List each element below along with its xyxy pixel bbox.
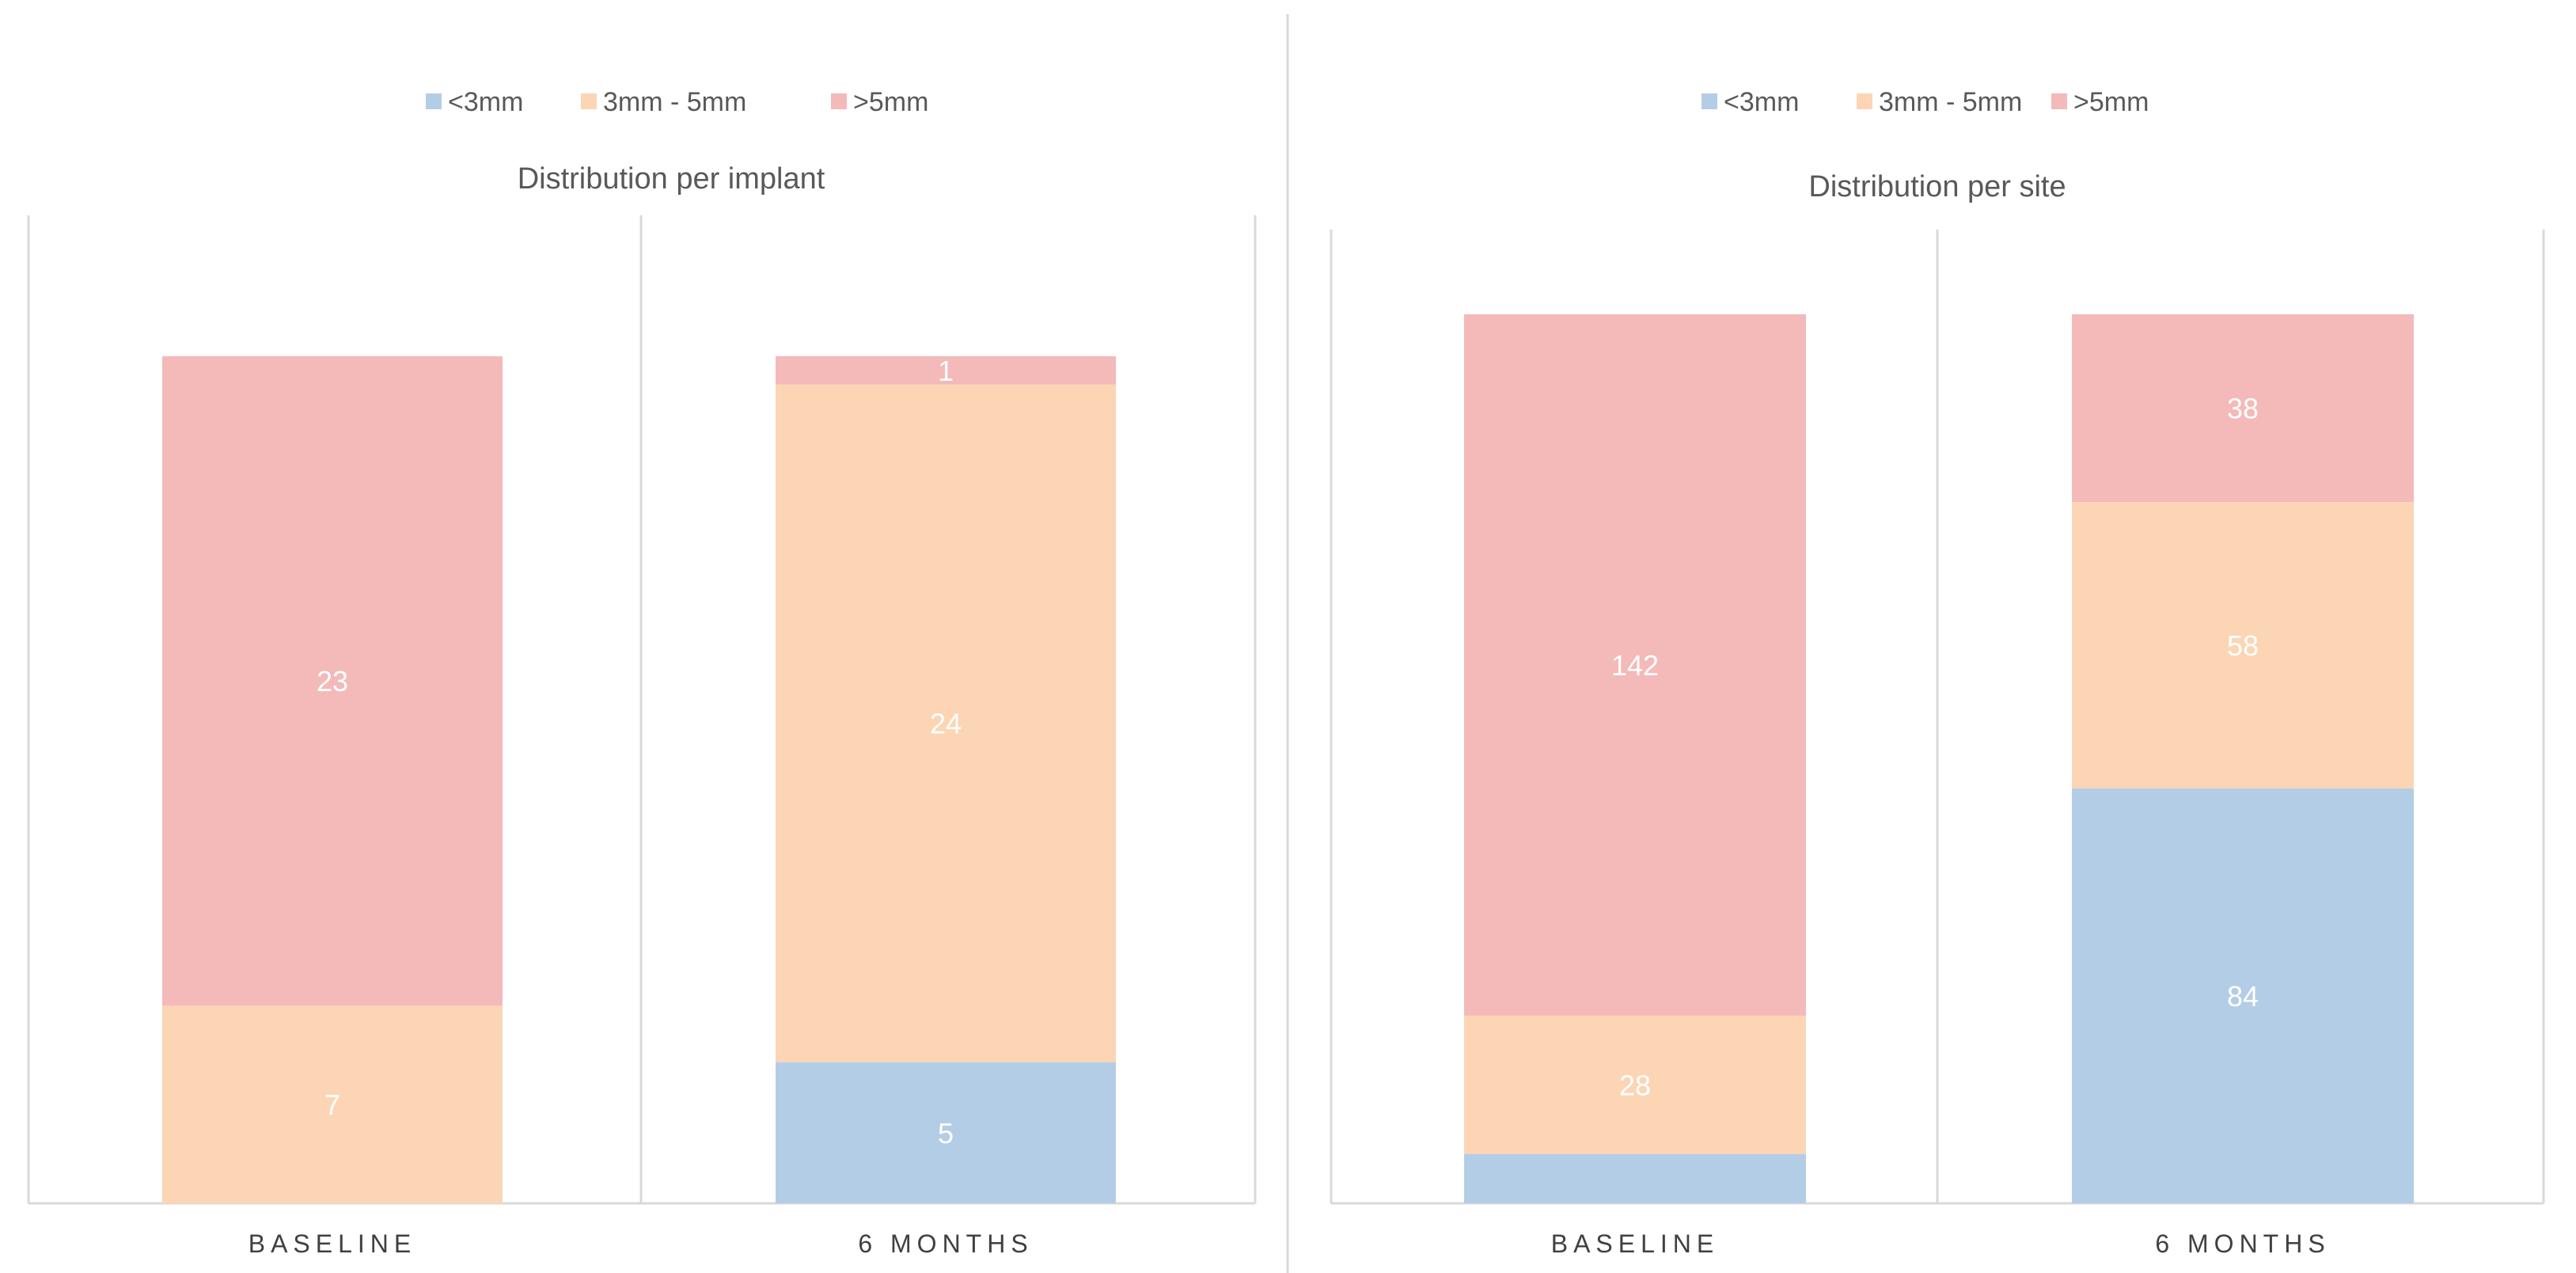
bar-segment-6-months-gt5 [776, 356, 1116, 385]
chart-panel-per-implant: <3mm 3mm - 5mm >5mm Distribution per imp… [27, 87, 1257, 1258]
legend: <3mm 3mm - 5mm >5mm [1702, 87, 2149, 117]
chart-title: Distribution per implant [518, 162, 825, 196]
data-label: 38 [2227, 393, 2259, 425]
data-label: 23 [317, 665, 348, 697]
legend-swatch-mid [1857, 93, 1872, 109]
category-label-baseline: BASELINE [248, 1229, 417, 1258]
legend-label-mid: 3mm - 5mm [603, 87, 746, 117]
bar-segment-baseline-gt5 [162, 356, 503, 1006]
bar-segment-baseline-mid [162, 1005, 503, 1203]
legend-swatch-gt5 [831, 93, 847, 109]
legend-swatch-gt5 [2051, 93, 2067, 109]
legend-label-gt5: >5mm [2073, 87, 2149, 117]
chart-panel-per-site: <3mm 3mm - 5mm >5mm Distribution per sit… [1330, 87, 2545, 1258]
category-labels: BASELINE 6 MONTHS [1551, 1229, 2330, 1258]
data-label: 84 [2227, 980, 2259, 1013]
legend-swatch-lt3 [1702, 93, 1717, 109]
category-label-6-months: 6 MONTHS [858, 1229, 1033, 1258]
legend-label-lt3: <3mm [448, 87, 523, 117]
bar-segment-6-months-mid [776, 384, 1116, 1062]
bar-segment-6-months-gt5 [2072, 314, 2414, 503]
bar-segments: 7 23 5 24 1 [162, 355, 1116, 1203]
data-label: 58 [2227, 629, 2259, 662]
data-label: 24 [930, 708, 962, 740]
chart-title: Distribution per site [1808, 170, 2066, 203]
category-label-6-months: 6 MONTHS [2155, 1229, 2330, 1258]
bar-segment-baseline-lt3 [1464, 1153, 1806, 1203]
bar-segment-baseline-mid [1464, 1015, 1806, 1154]
data-label: 7 [324, 1089, 340, 1121]
data-label: 28 [1619, 1069, 1651, 1101]
category-label-baseline: BASELINE [1551, 1229, 1720, 1258]
legend: <3mm 3mm - 5mm >5mm [426, 87, 928, 117]
legend-label-lt3: <3mm [1724, 87, 1799, 117]
bar-segment-6-months-lt3 [776, 1062, 1116, 1203]
data-label: 142 [1611, 649, 1659, 682]
bar-segments: 28 142 84 58 38 [1464, 314, 2414, 1203]
bar-segment-6-months-mid [2072, 502, 2414, 788]
legend-label-mid: 3mm - 5mm [1879, 87, 2022, 117]
category-labels: BASELINE 6 MONTHS [248, 1229, 1033, 1258]
legend-label-gt5: >5mm [853, 87, 928, 117]
legend-swatch-mid [581, 93, 597, 109]
data-label: 5 [938, 1117, 954, 1150]
data-label: 1 [938, 355, 954, 387]
bar-segment-6-months-lt3 [2072, 788, 2414, 1203]
legend-swatch-lt3 [426, 93, 442, 109]
bar-segment-baseline-gt5 [1464, 314, 1806, 1016]
